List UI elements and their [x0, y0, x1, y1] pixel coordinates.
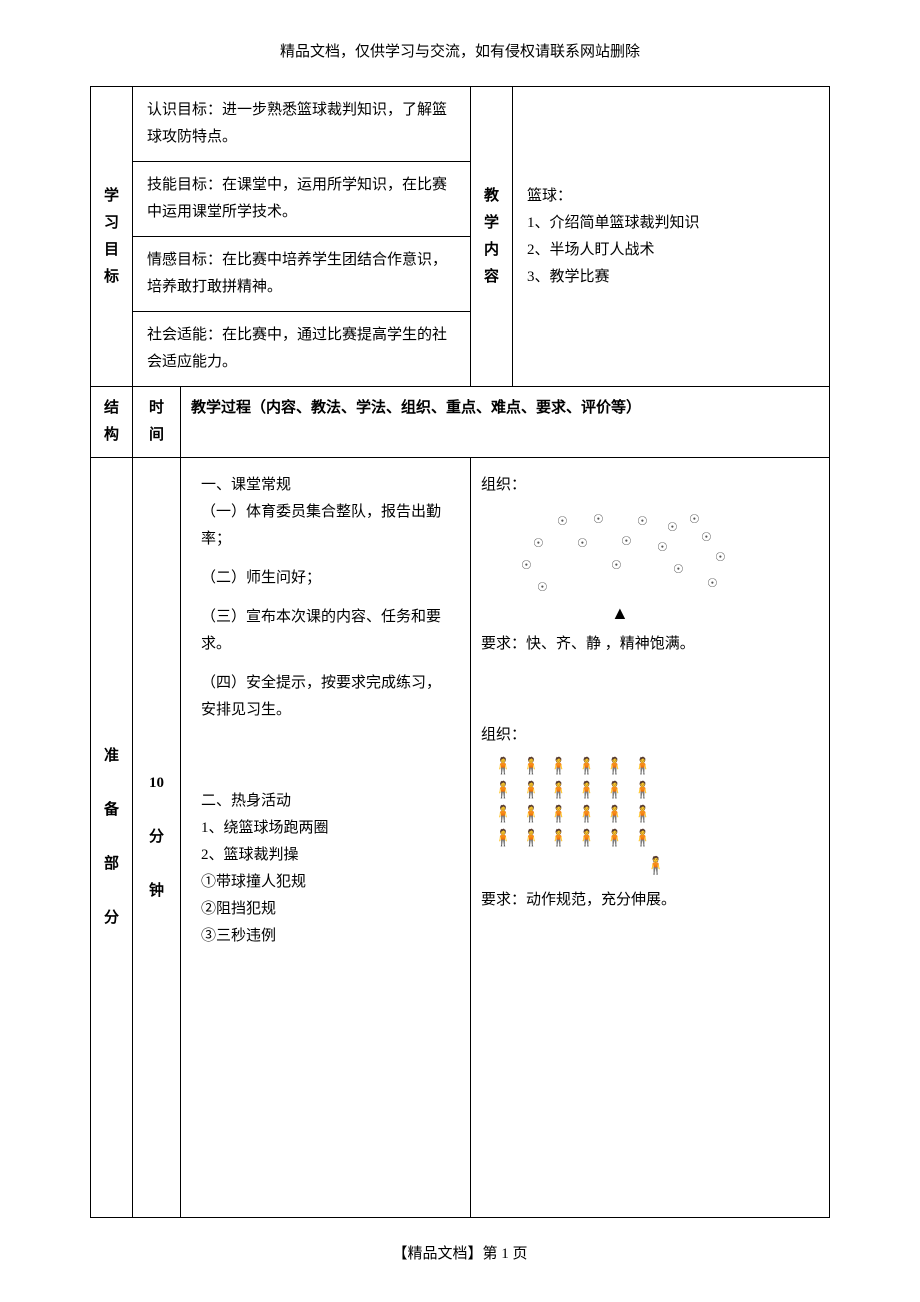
s2-5: ③三秒违例: [201, 923, 454, 950]
s2-title: 二、热身活动: [201, 788, 454, 815]
student-dot-icon: ☉: [621, 531, 632, 553]
person-icon: 🧍: [577, 830, 605, 847]
org-label-2: 组织：: [481, 722, 819, 749]
person-icon: 🧍: [493, 758, 521, 775]
req-1: 要求：快、齐、静 ，精神饱满。: [481, 631, 819, 658]
lesson-plan-table: 学 习 目 标 认识目标：进一步熟悉篮球裁判知识，了解篮球攻防特点。 教 学 内…: [90, 86, 830, 1218]
tc-1: 1、介绍简单篮球裁判知识: [527, 210, 815, 237]
person-icon: 🧍: [605, 830, 633, 847]
student-dot-icon: ☉: [673, 559, 684, 581]
person-icon: 🧍: [633, 782, 661, 799]
person-icon: 🧍: [605, 782, 633, 799]
student-dot-icon: ☉: [657, 537, 668, 559]
goal-3: 情感目标：在比赛中培养学生团结合作意识，培养敢打敢拼精神。: [133, 237, 471, 312]
formation-row: 🧍🧍🧍🧍🧍🧍: [493, 755, 819, 779]
spacer: [201, 658, 454, 670]
person-icon: 🧍: [493, 830, 521, 847]
person-icon: 🧍: [605, 806, 633, 823]
organization-cell: 组织： ☉☉☉☉☉☉☉☉☉☉☉☉☉☉☉☉▲ 要求：快、齐、静 ，精神饱满。 组织…: [471, 458, 830, 1218]
scatter-formation: ☉☉☉☉☉☉☉☉☉☉☉☉☉☉☉☉▲: [481, 503, 741, 623]
spacer: [481, 658, 819, 690]
tc-3: 3、教学比赛: [527, 264, 815, 291]
goal-1: 认识目标：进一步熟悉篮球裁判知识，了解篮球攻防特点。: [133, 87, 471, 162]
s1-2: （二）师生问好；: [201, 565, 454, 592]
person-icon: 🧍: [633, 830, 661, 847]
spacer: [201, 553, 454, 565]
content-label-text: 教 学 内 容: [484, 188, 499, 285]
tc-intro: 篮球：: [527, 183, 815, 210]
spacer: [481, 690, 819, 722]
time-cell: 10 分 钟: [133, 458, 181, 1218]
student-dot-icon: ☉: [593, 509, 604, 531]
person-icon: 🧍: [633, 758, 661, 775]
person-icon: 🧍: [493, 806, 521, 823]
s1-4: （四）安全提示，按要求完成练习，安排见习生。: [201, 670, 454, 724]
req-2: 要求：动作规范，充分伸展。: [481, 887, 819, 914]
person-icon: 🧍: [633, 806, 661, 823]
person-icon: 🧍: [549, 830, 577, 847]
formation-row: 🧍🧍🧍🧍🧍🧍: [493, 803, 819, 827]
teacher-triangle-icon: ▲: [611, 597, 629, 629]
time-header: 时间: [133, 387, 181, 458]
student-dot-icon: ☉: [667, 517, 678, 539]
person-icon: 🧍: [493, 782, 521, 799]
spacer: [201, 756, 454, 788]
formation-row: 🧍🧍🧍🧍🧍🧍: [493, 779, 819, 803]
s2-3: ①带球撞人犯规: [201, 869, 454, 896]
org-label-1: 组织：: [481, 472, 819, 499]
formation-row: 🧍🧍🧍🧍🧍🧍: [493, 827, 819, 851]
goals-label: 学 习 目 标: [91, 87, 133, 387]
student-dot-icon: ☉: [689, 509, 700, 531]
person-icon: 🧍: [577, 758, 605, 775]
student-dot-icon: ☉: [533, 533, 544, 555]
person-icon: 🧍: [521, 782, 549, 799]
student-dot-icon: ☉: [701, 527, 712, 549]
student-dot-icon: ☉: [557, 511, 568, 533]
prep-label: 准 备 部 分: [91, 458, 133, 1218]
person-icon: 🧍: [605, 758, 633, 775]
s1-1: （一）体育委员集合整队，报告出勤率；: [201, 499, 454, 553]
content-label: 教 学 内 容: [471, 87, 513, 387]
footer-note: 【精品文档】第 1 页: [90, 1242, 830, 1263]
teaching-content-cell: 篮球： 1、介绍简单篮球裁判知识 2、半场人盯人战术 3、教学比赛: [513, 87, 830, 387]
goals-label-text: 学 习 目 标: [104, 188, 119, 285]
student-dot-icon: ☉: [611, 555, 622, 577]
person-icon: 🧍: [549, 806, 577, 823]
page-container: 精品文档，仅供学习与交流，如有侵权请联系网站删除 学 习 目 标 认识目标：进一…: [0, 0, 920, 1293]
spacer: [201, 724, 454, 756]
spacer: [201, 592, 454, 604]
tc-2: 2、半场人盯人战术: [527, 237, 815, 264]
person-icon: 🧍: [521, 806, 549, 823]
person-icon: 🧍: [521, 758, 549, 775]
person-icon: 🧍: [521, 830, 549, 847]
header-note: 精品文档，仅供学习与交流，如有侵权请联系网站删除: [90, 40, 830, 61]
s2-1: 1、绕篮球场跑两圈: [201, 815, 454, 842]
time-text: 10 分 钟: [149, 775, 164, 899]
student-dot-icon: ☉: [521, 555, 532, 577]
person-icon: 🧍: [577, 782, 605, 799]
person-icon: 🧍: [549, 758, 577, 775]
s2-2: 2、篮球裁判操: [201, 842, 454, 869]
student-dot-icon: ☉: [577, 533, 588, 555]
s1-title: 一、课堂常规: [201, 472, 454, 499]
s1-3: （三）宣布本次课的内容、任务和要求。: [201, 604, 454, 658]
student-dot-icon: ☉: [537, 577, 548, 599]
student-dot-icon: ☉: [715, 547, 726, 569]
grid-formation: 🧍🧍🧍🧍🧍🧍🧍🧍🧍🧍🧍🧍🧍🧍🧍🧍🧍🧍🧍🧍🧍🧍🧍🧍🧍: [493, 755, 819, 879]
person-icon: 🧍: [549, 782, 577, 799]
leader-person-icon: 🧍: [645, 856, 666, 875]
goal-4: 社会适能：在比赛中，通过比赛提高学生的社会适应能力。: [133, 312, 471, 387]
person-icon: 🧍: [577, 806, 605, 823]
process-header: 教学过程（内容、教法、学法、组织、重点、难点、要求、评价等）: [181, 387, 830, 458]
prep-label-text: 准 备 部 分: [104, 748, 119, 926]
goal-2: 技能目标：在课堂中，运用所学知识，在比赛中运用课堂所学技术。: [133, 162, 471, 237]
s2-4: ②阻挡犯规: [201, 896, 454, 923]
student-dot-icon: ☉: [637, 511, 648, 533]
leader-row: 🧍: [493, 853, 819, 879]
student-dot-icon: ☉: [707, 573, 718, 595]
structure-header: 结构: [91, 387, 133, 458]
process-cell: 一、课堂常规 （一）体育委员集合整队，报告出勤率； （二）师生问好； （三）宣布…: [181, 458, 471, 1218]
